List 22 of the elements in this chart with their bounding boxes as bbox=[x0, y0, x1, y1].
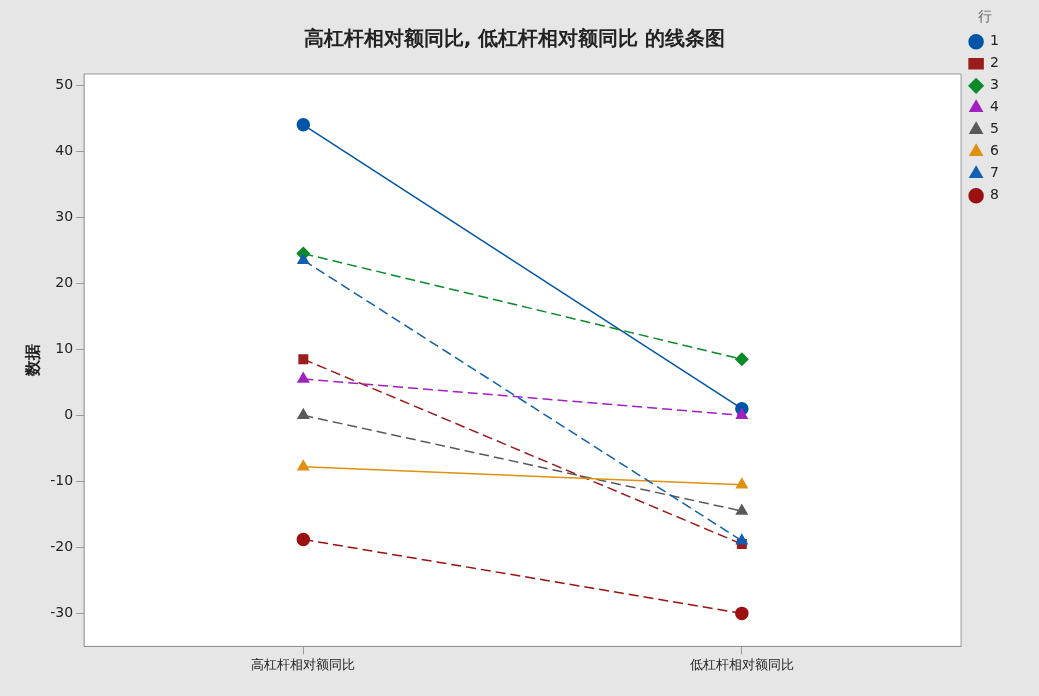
legend-label: 2 bbox=[990, 54, 1000, 71]
y-tick-label: 10 bbox=[55, 339, 74, 356]
legend-label: 5 bbox=[990, 120, 1000, 137]
legend-label: 3 bbox=[990, 76, 1000, 93]
x-tick-label: 低杠杆相对额同比 bbox=[689, 656, 794, 672]
legend-label: 6 bbox=[990, 142, 1000, 159]
y-tick-label: -20 bbox=[50, 538, 74, 555]
legend-label: 7 bbox=[990, 164, 1000, 181]
y-tick-label: -10 bbox=[50, 471, 74, 488]
y-tick-label: 20 bbox=[55, 273, 74, 290]
y-tick-label: -30 bbox=[50, 604, 74, 621]
y-axis-title: 数据 bbox=[22, 344, 42, 378]
legend-label: 1 bbox=[990, 32, 1000, 49]
x-tick-label: 高杠杆相对额同比 bbox=[251, 656, 356, 672]
y-tick-label: 30 bbox=[55, 207, 74, 224]
chart-title: 高杠杆相对额同比, 低杠杆相对额同比 的线条图 bbox=[303, 26, 726, 51]
y-tick-label: 50 bbox=[55, 75, 74, 92]
legend-label: 4 bbox=[990, 98, 1000, 115]
y-tick-label: 40 bbox=[55, 141, 74, 158]
legend-title: 行 bbox=[978, 7, 993, 24]
legend-label: 8 bbox=[990, 186, 1000, 203]
y-tick-label: 0 bbox=[64, 405, 74, 422]
